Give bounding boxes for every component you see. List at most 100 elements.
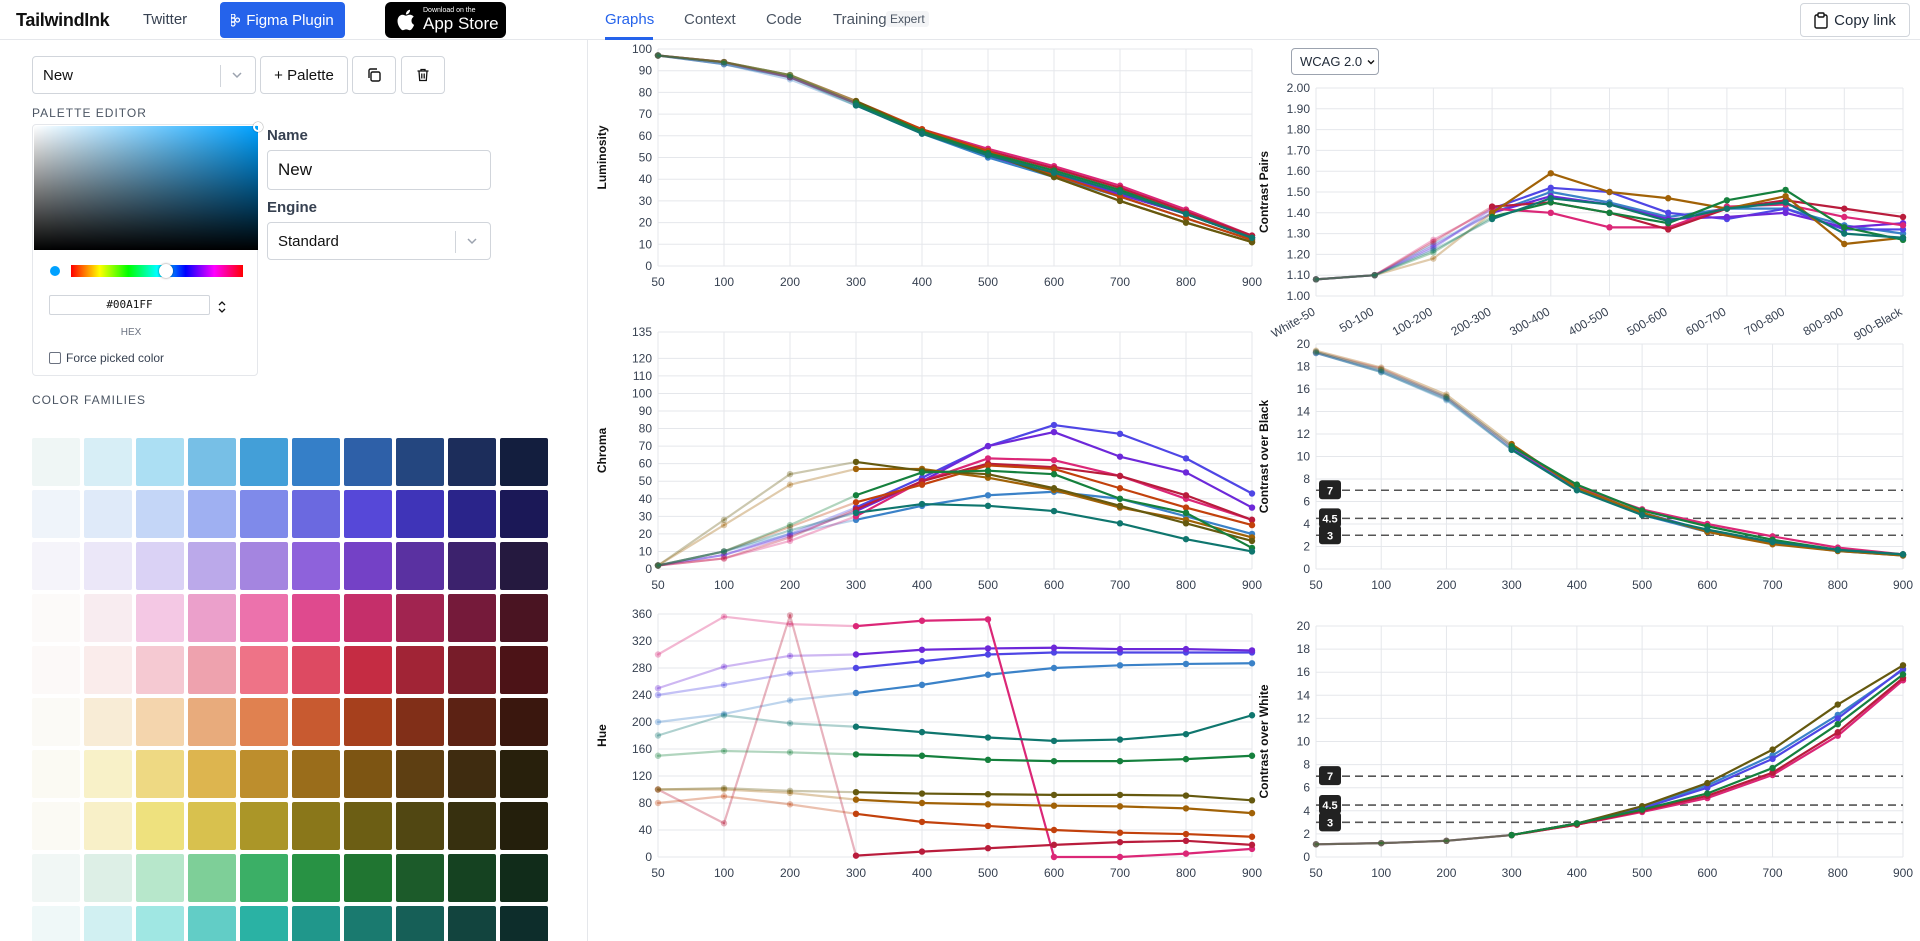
color-swatch[interactable] [344,542,392,590]
color-swatch[interactable] [292,646,340,694]
color-swatch[interactable] [448,906,496,941]
color-swatch[interactable] [396,750,444,798]
color-swatch[interactable] [344,594,392,642]
color-swatch[interactable] [188,438,236,486]
color-swatch[interactable] [292,698,340,746]
color-swatch[interactable] [136,802,184,850]
color-swatch[interactable] [292,906,340,941]
force-color-checkbox[interactable] [49,352,61,364]
color-swatch[interactable] [240,854,288,902]
color-swatch[interactable] [500,854,548,902]
color-swatch[interactable] [500,542,548,590]
color-swatch[interactable] [396,646,444,694]
palette-select[interactable]: New [32,56,256,94]
color-swatch[interactable] [500,438,548,486]
color-swatch[interactable] [240,750,288,798]
color-swatch[interactable] [500,802,548,850]
color-swatch[interactable] [188,906,236,941]
color-swatch[interactable] [448,542,496,590]
color-swatch[interactable] [292,802,340,850]
color-swatch[interactable] [448,750,496,798]
color-swatch[interactable] [500,750,548,798]
color-swatch[interactable] [136,854,184,902]
engine-select[interactable]: Standard [267,222,491,260]
color-swatch[interactable] [32,906,80,941]
tab-training[interactable]: Training [833,11,887,28]
duplicate-palette-button[interactable] [352,56,396,94]
color-swatch[interactable] [240,646,288,694]
color-swatch[interactable] [136,490,184,538]
color-swatch[interactable] [32,594,80,642]
color-swatch[interactable] [448,594,496,642]
color-swatch[interactable] [188,490,236,538]
tab-graphs[interactable]: Graphs [605,11,655,28]
color-swatch[interactable] [396,438,444,486]
color-swatch[interactable] [188,646,236,694]
color-swatch[interactable] [344,750,392,798]
color-swatch[interactable] [240,802,288,850]
up-down-chevron-icon[interactable] [217,299,227,315]
tab-context[interactable]: Context [684,11,736,28]
color-swatch[interactable] [240,542,288,590]
hue-slider[interactable] [71,265,243,277]
color-swatch[interactable] [32,750,80,798]
color-swatch[interactable] [500,906,548,941]
add-palette-button[interactable]: + Palette [260,56,348,94]
color-swatch[interactable] [448,490,496,538]
color-swatch[interactable] [292,750,340,798]
color-swatch[interactable] [396,698,444,746]
color-swatch[interactable] [344,802,392,850]
color-swatch[interactable] [240,490,288,538]
color-swatch[interactable] [396,802,444,850]
color-swatch[interactable] [32,698,80,746]
color-swatch[interactable] [292,490,340,538]
color-swatch[interactable] [240,698,288,746]
color-swatch[interactable] [188,750,236,798]
color-swatch[interactable] [84,854,132,902]
color-swatch[interactable] [84,906,132,941]
saturation-value-area[interactable] [34,126,258,250]
delete-palette-button[interactable] [401,56,445,94]
color-swatch[interactable] [32,854,80,902]
color-swatch[interactable] [188,594,236,642]
color-swatch[interactable] [32,438,80,486]
color-swatch[interactable] [240,594,288,642]
app-store-badge[interactable]: Download on the App Store [385,2,506,38]
color-swatch[interactable] [136,594,184,642]
color-swatch[interactable] [84,646,132,694]
color-swatch[interactable] [84,802,132,850]
color-swatch[interactable] [292,854,340,902]
tab-code[interactable]: Code [766,11,802,28]
color-swatch[interactable] [188,698,236,746]
color-swatch[interactable] [188,802,236,850]
hex-input[interactable]: #00A1FF [49,295,210,315]
color-swatch[interactable] [84,698,132,746]
color-swatch[interactable] [448,646,496,694]
brand-logo[interactable]: TailwindInk [16,10,110,30]
wcag-select[interactable]: WCAG 2.0 [1291,48,1379,75]
color-swatch[interactable] [448,438,496,486]
color-swatch[interactable] [240,438,288,486]
hue-slider-handle[interactable] [159,264,173,278]
color-swatch[interactable] [500,490,548,538]
color-swatch[interactable] [32,490,80,538]
color-swatch[interactable] [344,646,392,694]
color-swatch[interactable] [292,542,340,590]
color-swatch[interactable] [292,438,340,486]
color-swatch[interactable] [136,646,184,694]
twitter-link[interactable]: Twitter [143,11,188,28]
color-swatch[interactable] [136,542,184,590]
color-swatch[interactable] [292,594,340,642]
color-swatch[interactable] [84,542,132,590]
color-swatch[interactable] [84,490,132,538]
color-swatch[interactable] [344,698,392,746]
color-swatch[interactable] [396,490,444,538]
color-swatch[interactable] [448,802,496,850]
color-swatch[interactable] [84,438,132,486]
color-swatch[interactable] [396,594,444,642]
color-swatch[interactable] [396,906,444,941]
color-swatch[interactable] [344,438,392,486]
color-swatch[interactable] [84,594,132,642]
color-swatch[interactable] [500,594,548,642]
color-swatch[interactable] [240,906,288,941]
